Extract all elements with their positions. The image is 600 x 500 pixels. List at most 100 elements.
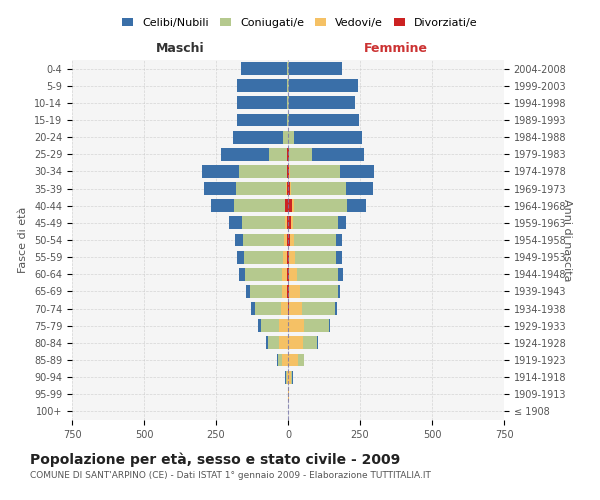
Bar	[286, 370, 288, 384]
Bar	[288, 336, 302, 349]
Bar	[288, 320, 330, 332]
Bar	[288, 96, 355, 110]
Bar	[288, 182, 291, 195]
Bar	[280, 336, 288, 349]
Bar	[288, 354, 304, 366]
Bar	[234, 200, 288, 212]
Bar	[288, 302, 302, 315]
Bar	[211, 200, 288, 212]
Bar	[235, 234, 288, 246]
Bar	[288, 336, 318, 349]
Bar	[280, 320, 288, 332]
Bar	[287, 182, 288, 195]
Bar	[288, 268, 338, 280]
Bar	[288, 62, 342, 75]
Bar	[288, 285, 338, 298]
Bar	[242, 216, 288, 230]
Bar	[288, 114, 359, 126]
Text: Popolazione per età, sesso e stato civile - 2009: Popolazione per età, sesso e stato civil…	[30, 452, 400, 467]
Bar	[269, 148, 288, 160]
Bar	[287, 165, 288, 178]
Bar	[288, 165, 374, 178]
Bar	[285, 216, 288, 230]
Bar	[287, 370, 288, 384]
Bar	[233, 130, 288, 143]
Bar	[266, 336, 288, 349]
Bar	[268, 336, 288, 349]
Bar	[287, 165, 288, 178]
Text: COMUNE DI SANT'ARPINO (CE) - Dati ISTAT 1° gennaio 2009 - Elaborazione TUTTITALI: COMUNE DI SANT'ARPINO (CE) - Dati ISTAT …	[30, 471, 431, 480]
Bar	[288, 182, 346, 195]
Bar	[284, 200, 288, 212]
Bar	[287, 216, 288, 230]
Bar	[277, 354, 288, 366]
Bar	[288, 216, 291, 230]
Bar	[237, 114, 288, 126]
Bar	[288, 250, 337, 264]
Bar	[288, 96, 289, 110]
Bar	[259, 320, 288, 332]
Bar	[281, 302, 288, 315]
Bar	[288, 200, 366, 212]
Bar	[221, 148, 288, 160]
Bar	[288, 80, 358, 92]
Bar	[288, 148, 312, 160]
Bar	[254, 302, 288, 315]
Bar	[288, 268, 343, 280]
Text: Maschi: Maschi	[155, 42, 205, 55]
Bar	[288, 148, 364, 160]
Bar	[245, 285, 288, 298]
Bar	[237, 250, 288, 264]
Bar	[237, 96, 288, 110]
Bar	[287, 250, 288, 264]
Bar	[288, 216, 338, 230]
Bar	[288, 302, 335, 315]
Bar	[288, 320, 304, 332]
Bar	[237, 80, 288, 92]
Bar	[288, 285, 300, 298]
Bar	[229, 216, 288, 230]
Bar	[288, 250, 341, 264]
Bar	[288, 250, 289, 264]
Text: Femmine: Femmine	[364, 42, 428, 55]
Bar	[288, 182, 290, 195]
Bar	[287, 234, 288, 246]
Bar	[288, 354, 298, 366]
Bar	[251, 302, 288, 315]
Bar	[288, 268, 289, 280]
Bar	[288, 370, 293, 384]
Bar	[288, 234, 335, 246]
Bar	[244, 234, 288, 246]
Bar	[288, 370, 291, 384]
Bar	[202, 165, 288, 178]
Bar	[282, 354, 288, 366]
Bar	[288, 268, 296, 280]
Bar	[250, 285, 288, 298]
Bar	[288, 216, 293, 230]
Bar	[284, 234, 288, 246]
Y-axis label: Fasce di età: Fasce di età	[19, 207, 28, 273]
Bar	[260, 320, 288, 332]
Bar	[288, 354, 304, 366]
Y-axis label: Anni di nascita: Anni di nascita	[562, 198, 572, 281]
Bar	[283, 130, 288, 143]
Bar	[285, 200, 288, 212]
Bar	[288, 234, 290, 246]
Bar	[283, 250, 288, 264]
Bar	[288, 182, 373, 195]
Bar	[244, 250, 288, 264]
Bar	[278, 354, 288, 366]
Bar	[288, 130, 294, 143]
Bar	[288, 216, 346, 230]
Bar	[239, 165, 288, 178]
Bar	[236, 182, 288, 195]
Legend: Celibi/Nubili, Coniugati/e, Vedovi/e, Divorziati/e: Celibi/Nubili, Coniugati/e, Vedovi/e, Di…	[118, 13, 482, 32]
Bar	[288, 114, 289, 126]
Bar	[288, 320, 329, 332]
Bar	[288, 165, 340, 178]
Bar	[287, 114, 288, 126]
Bar	[241, 62, 288, 75]
Bar	[288, 370, 292, 384]
Bar	[204, 182, 288, 195]
Bar	[288, 130, 362, 143]
